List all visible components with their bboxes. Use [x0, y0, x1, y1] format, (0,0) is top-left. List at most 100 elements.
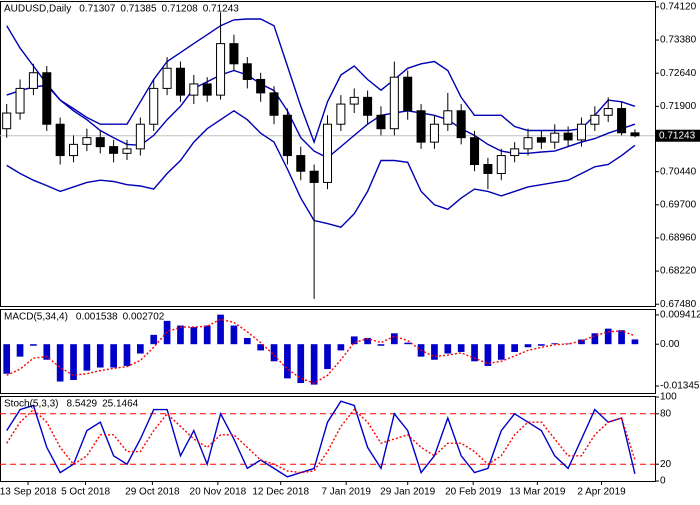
- macd-bar: [110, 344, 117, 368]
- macd-bar: [431, 344, 438, 360]
- candle-body: [349, 96, 359, 105]
- candle-body: [443, 110, 453, 125]
- macd-bar: [538, 344, 545, 346]
- header-value: 0.002702: [123, 312, 165, 323]
- header-value: 25.1464: [102, 399, 139, 410]
- candle-body: [536, 137, 546, 143]
- macd-bar: [270, 344, 278, 362]
- y-tick-label: 0.69700: [660, 199, 697, 210]
- candle-body: [456, 110, 466, 139]
- header-value: 0.71385: [120, 4, 157, 15]
- macd-bar: [150, 334, 158, 345]
- header-value: 0.71208: [162, 4, 199, 15]
- macd-bar: [350, 336, 358, 345]
- macd-bar: [123, 344, 131, 366]
- candle-body: [416, 110, 426, 143]
- candle-body: [363, 96, 373, 116]
- macd-bar: [444, 344, 452, 354]
- x-tick-label: 20 Feb 2019: [445, 487, 502, 498]
- x-tick-label: 2 Apr 2019: [577, 487, 626, 498]
- candle-body: [296, 155, 306, 172]
- macd-bar: [30, 344, 37, 346]
- macd-bar: [524, 344, 532, 348]
- candle-body: [576, 123, 586, 141]
- current-price-box: [656, 129, 700, 142]
- candle-body: [603, 108, 613, 116]
- stoch-panel-frame: [0, 396, 656, 482]
- macd-bar: [457, 344, 465, 352]
- macd-bar: [284, 344, 291, 379]
- macd-bar: [3, 344, 11, 374]
- candle-body: [470, 137, 480, 166]
- candle-body: [42, 72, 52, 125]
- candle-body: [122, 148, 132, 154]
- macd-bar: [190, 327, 198, 345]
- candle-body: [189, 83, 199, 96]
- candle-body: [149, 87, 159, 125]
- macd-bar: [511, 344, 518, 352]
- macd-signal: [6, 318, 636, 384]
- candle-body: [550, 132, 560, 143]
- macd-bar: [83, 344, 91, 371]
- candle-body: [109, 146, 119, 154]
- macd-bar: [564, 343, 572, 345]
- candle-body: [496, 155, 506, 174]
- candle-body: [510, 148, 520, 157]
- candle-body: [229, 43, 239, 65]
- x-tick-label: 29 Jan 2019: [380, 487, 435, 498]
- candle-body: [95, 137, 105, 148]
- candle-body: [69, 143, 79, 157]
- candle-body: [429, 123, 439, 143]
- panel-title: MACD(5,34,4): [4, 312, 68, 323]
- macd-bar: [604, 328, 612, 345]
- y-tick-label: 80: [660, 408, 672, 419]
- y-tick-label: 0.009412: [660, 310, 700, 321]
- candle-body: [617, 108, 627, 134]
- x-tick-label: 12 Dec 2018: [252, 487, 309, 498]
- x-tick-label: 13 Mar 2019: [509, 487, 566, 498]
- candle-body: [175, 67, 185, 96]
- macd-bar: [56, 344, 64, 382]
- candle-body: [242, 63, 252, 80]
- candle-body: [162, 67, 172, 89]
- bollinger-band: [6, 69, 636, 159]
- macd-bar: [377, 344, 385, 346]
- macd-bar: [364, 337, 371, 345]
- macd-bar: [484, 344, 492, 366]
- y-tick-label: 0.70440: [660, 166, 697, 177]
- candle-body: [202, 83, 212, 96]
- macd-bar: [16, 344, 24, 357]
- macd-bar: [297, 344, 305, 384]
- macd-bar: [70, 344, 77, 380]
- macd-bar: [177, 325, 184, 345]
- x-tick-label: 13 Sep 2018: [0, 487, 57, 498]
- candle-body: [630, 132, 640, 137]
- candle-body: [82, 137, 92, 145]
- y-tick-label: 0.68960: [660, 233, 697, 244]
- macd-bar: [243, 337, 251, 345]
- header-value: 0.001538: [76, 312, 118, 323]
- price-panel-frame: [0, 1, 656, 307]
- macd-bar: [578, 339, 585, 345]
- candle-body: [55, 123, 65, 157]
- candle-body: [2, 112, 12, 130]
- candle-body: [590, 114, 600, 125]
- candle-body: [309, 170, 319, 183]
- candle-body: [376, 114, 386, 130]
- macd-bar: [310, 344, 318, 385]
- macd-bar: [324, 344, 331, 370]
- macd-bar: [203, 325, 211, 345]
- macd-bar: [217, 314, 224, 345]
- candle-body: [483, 164, 493, 174]
- macd-bar: [551, 343, 559, 345]
- y-tick-label: 0.74120: [660, 2, 697, 13]
- macd-bar: [230, 325, 238, 345]
- y-tick-label: 0.71900: [660, 101, 697, 112]
- bollinger-band: [6, 18, 636, 145]
- y-tick-label: 0.00: [660, 339, 680, 350]
- candle-body: [28, 72, 38, 89]
- candle-body: [389, 76, 399, 130]
- macd-panel-frame: [0, 309, 656, 394]
- candle-body: [256, 78, 266, 94]
